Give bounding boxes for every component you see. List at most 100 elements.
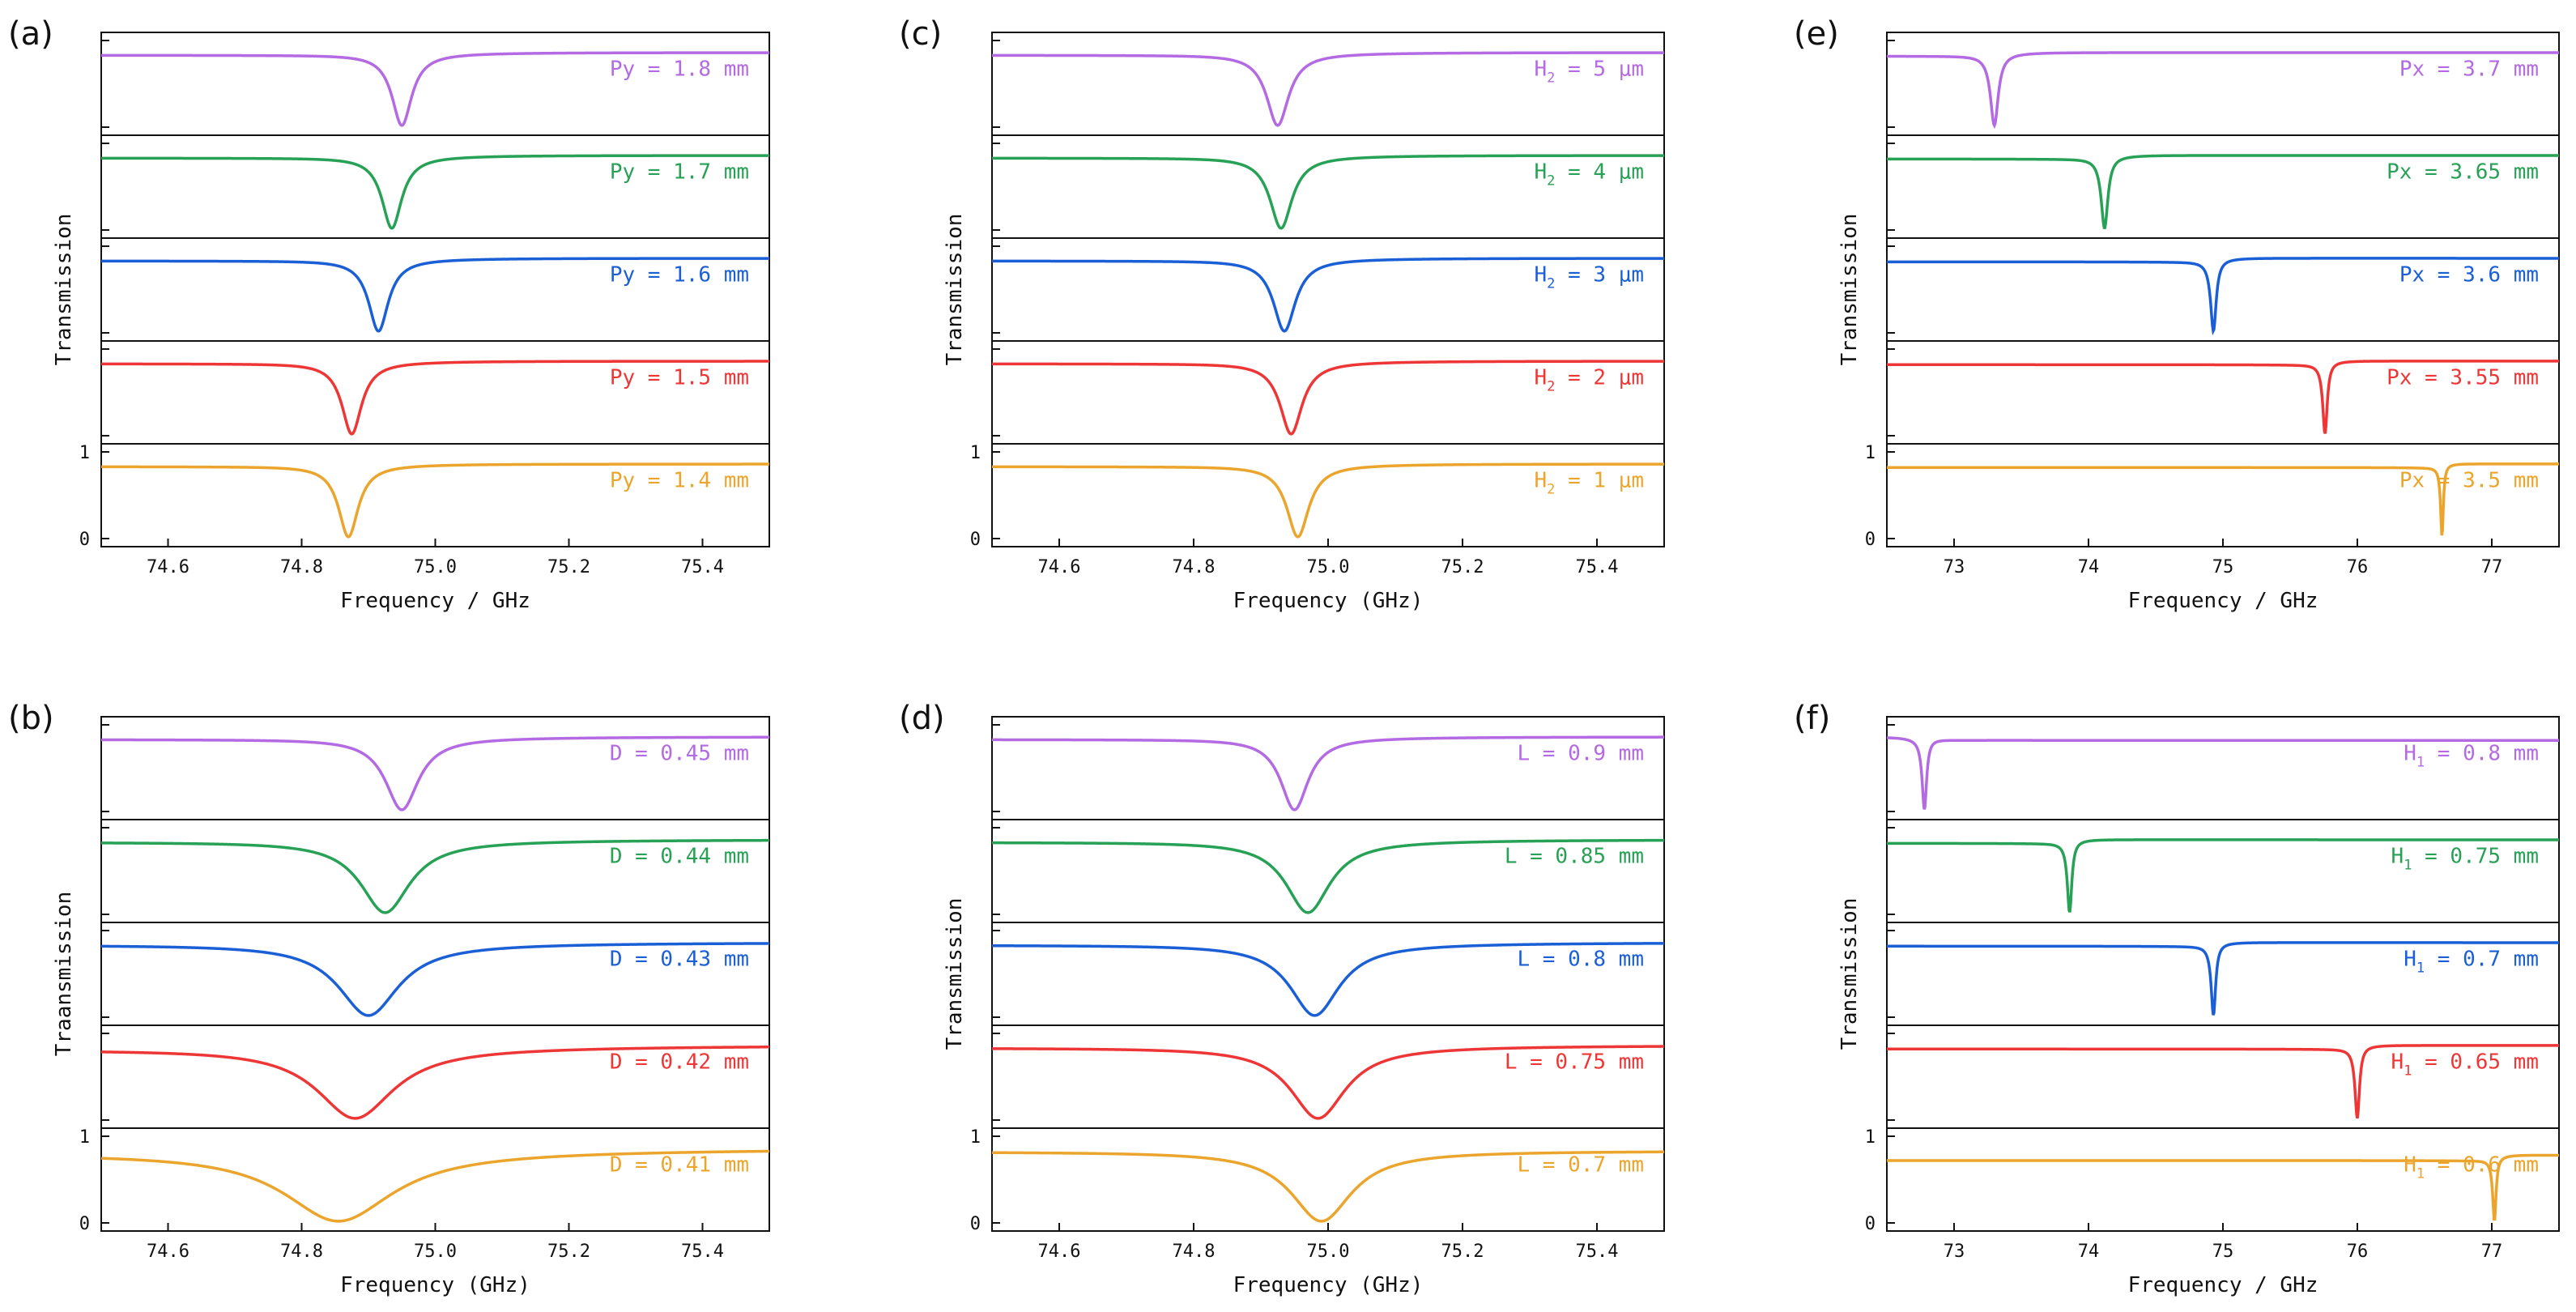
series-line [1887,1044,2559,1119]
x-tick-label: 75.0 [1307,557,1350,577]
series-line [101,360,769,436]
series-line [992,51,1664,127]
legend-label: H1 = 0.75 mm [2391,844,2539,873]
panel-label: (e) [1794,15,1839,53]
y-tick-label: 0 [970,530,981,550]
panel-label: (d) [899,700,945,737]
series-line [101,838,770,914]
x-tick-label: 76 [2347,557,2369,577]
legend-label: Px = 3.55 mm [2387,365,2539,390]
y-tick-label: 0 [1865,1214,1876,1234]
x-tick-label: 76 [2347,1242,2369,1262]
series-line [992,838,1664,914]
series-line [101,154,769,230]
y-tick-label: 0 [970,1214,981,1234]
series-line [1887,1153,2559,1221]
y-tick-label: 1 [970,1127,981,1148]
series-line [100,1149,770,1223]
x-tick-label: 74.8 [1173,1242,1216,1262]
legend-label: D = 0.45 mm [610,741,749,765]
legend-label: H2 = 3 μm [1535,262,1644,292]
y-tick-label: 1 [79,443,90,463]
panel-c: (c) H2 = 5 μm H2 = 4 μm H2 = 3 μm H2 = 2 μm H… [899,15,1665,613]
y-tick-label: 1 [79,1127,90,1148]
panel-label: (f) [1794,700,1830,737]
legend-label: L = 0.75 mm [1505,1050,1644,1074]
x-axis-label: Frequency / GHz [340,589,530,613]
y-tick-label: 1 [1865,443,1876,463]
x-tick-label: 74 [2078,1242,2100,1262]
x-tick-label: 75.2 [1441,557,1484,577]
series-line [1887,838,2559,913]
legend-label: D = 0.43 mm [610,947,749,971]
series-line [992,462,1664,539]
panel-b: (b) D = 0.45 mm D = 0.44 mm D = 0.43 mm D = … [8,700,770,1297]
legend-label: D = 0.44 mm [610,844,749,868]
series-line [100,942,770,1017]
legend-label: Px = 3.65 mm [2387,160,2539,184]
legend-label: Px = 3.7 mm [2399,57,2539,81]
x-tick-label: 75.2 [547,1242,590,1262]
legend-label: H1 = 0.8 mm [2404,741,2539,770]
legend-label: D = 0.42 mm [610,1050,749,1074]
x-tick-label: 75.0 [414,557,457,577]
series-line [992,154,1664,230]
y-tick-label: 0 [1865,530,1876,550]
series-line [1886,736,2559,810]
legend-label: H2 = 1 μm [1535,468,1644,497]
series-line [992,942,1664,1017]
legend-label: H2 = 2 μm [1535,365,1644,394]
series-line [101,51,769,127]
legend-label: Py = 1.4 mm [610,468,749,492]
series-line [1887,941,2559,1016]
panel-label: (b) [8,700,54,737]
y-tick-label: 0 [79,1214,90,1234]
legend-label: Px = 3.5 mm [2399,468,2539,492]
series-line [1887,154,2559,229]
x-tick-label: 73 [1944,557,1965,577]
series-line [101,462,769,539]
series-line [1886,51,2559,130]
legend-label: Px = 3.6 mm [2399,262,2539,287]
x-tick-label: 75.4 [1576,557,1619,577]
y-axis-label: Transmission [943,214,967,366]
series-line [100,1045,769,1120]
x-tick-label: 74.8 [280,557,323,577]
y-axis-label: Transmission [1837,214,1862,366]
x-tick-label: 77 [2481,1242,2503,1262]
series-line [991,1045,1665,1120]
y-tick-label: 0 [79,530,90,550]
legend-label: Py = 1.6 mm [610,262,749,287]
legend-label: Py = 1.7 mm [610,160,749,184]
series-line [1887,257,2559,336]
x-tick-label: 75.2 [547,557,590,577]
series-line [992,735,1664,811]
legend-label: L = 0.8 mm [1517,947,1644,971]
legend-label: H1 = 0.65 mm [2391,1050,2539,1079]
legend-label: Py = 1.5 mm [610,365,749,390]
x-tick-label: 75.4 [681,557,724,577]
x-tick-label: 74.6 [1038,1242,1081,1262]
x-tick-label: 74.6 [147,1242,189,1262]
y-tick-label: 1 [970,443,981,463]
y-tick-label: 1 [1865,1127,1876,1148]
x-tick-label: 74.6 [147,557,189,577]
legend-label: H2 = 4 μm [1535,160,1644,189]
series-line [101,735,769,811]
legend-label: D = 0.41 mm [610,1152,749,1177]
legend-label: L = 0.9 mm [1517,741,1644,765]
x-tick-label: 74.8 [1173,557,1216,577]
legend-label: H1 = 0.6 mm [2404,1152,2539,1182]
panel-label: (c) [899,15,942,53]
x-tick-label: 75 [2212,557,2234,577]
x-axis-label: Frequency / GHz [2128,1273,2318,1297]
x-tick-label: 74.6 [1038,557,1081,577]
x-tick-label: 73 [1944,1242,1965,1262]
panel-e: (e) Px = 3.7 mm Px = 3.65 mm Px = 3.6 mm Px … [1794,15,2560,613]
panel-f: (f) H1 = 0.8 mm H1 = 0.75 mm H1 = 0.7 mm H1 … [1794,700,2560,1297]
series-line [101,257,769,333]
legend-label: H1 = 0.7 mm [2404,947,2539,976]
series-line [1887,462,2559,536]
legend-label: L = 0.85 mm [1505,844,1644,868]
